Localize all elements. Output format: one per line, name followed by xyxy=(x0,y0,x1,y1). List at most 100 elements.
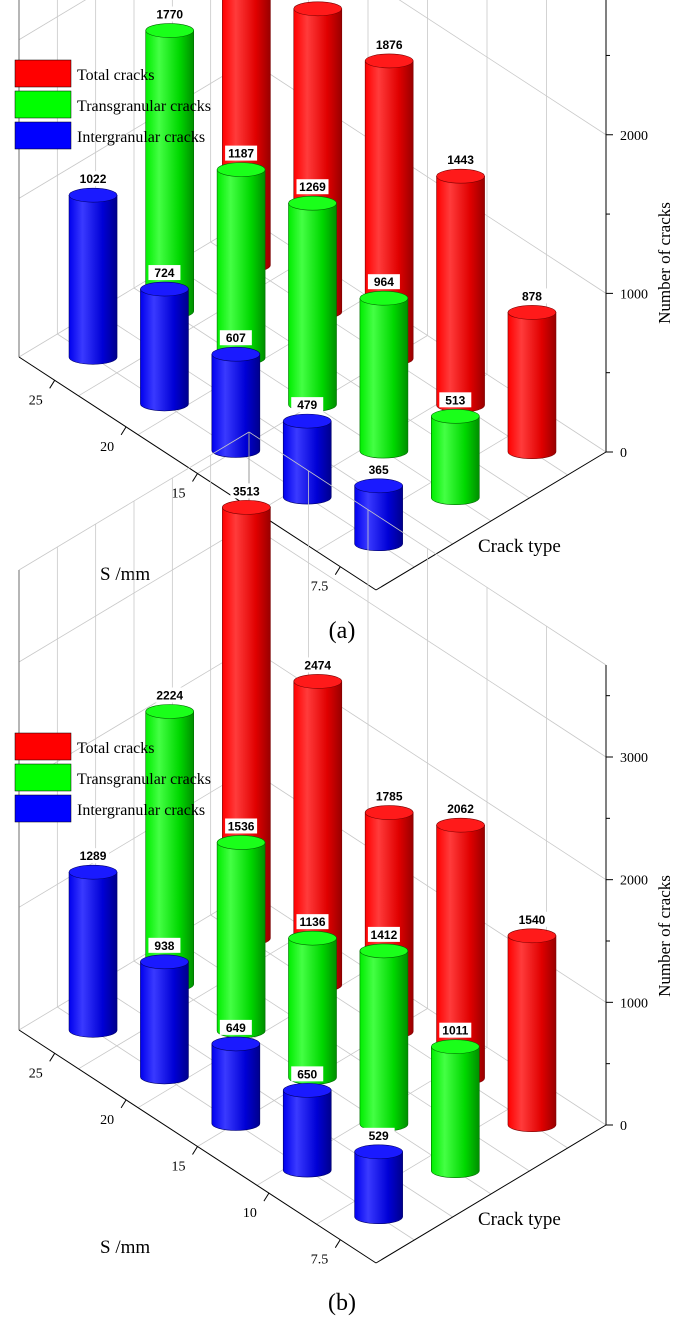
data-label-total: 878 xyxy=(522,289,542,303)
data-label-bg xyxy=(219,1019,252,1035)
bar-top-transgranular xyxy=(430,409,480,424)
gridline-z xyxy=(18,60,250,199)
bar-body-intergranular xyxy=(282,1090,332,1178)
data-label-transgranular: 1187 xyxy=(228,147,254,161)
data-label-bg xyxy=(373,788,406,804)
s-tick-label: 25 xyxy=(29,1066,43,1081)
frame-top-edge xyxy=(18,431,250,571)
bar-top-transgranular xyxy=(145,23,194,38)
data-label-intergranular: 650 xyxy=(297,1067,317,1081)
chart-a-x-axis-title: S /mm xyxy=(100,564,150,585)
chart-panel-a: 010002000252015107.5 2792191118761443878… xyxy=(14,0,674,644)
data-label-bg xyxy=(439,1022,472,1038)
bar-top-total xyxy=(293,1,343,17)
bar-body-intergranular xyxy=(211,1043,261,1131)
bar-transgranular-s7.5: 513 xyxy=(430,392,480,505)
data-label-bg xyxy=(515,911,548,927)
bar-transgranular-s25: 2224 xyxy=(145,687,194,992)
data-label-bg xyxy=(219,330,252,346)
bar-top-intergranular xyxy=(354,478,403,494)
bar-intergranular-s25: 1289 xyxy=(68,848,118,1038)
s-tick-label: 20 xyxy=(100,1113,114,1128)
bar-transgranular-s20: 1187 xyxy=(216,145,266,366)
chart-b-x-axis-title: S /mm xyxy=(100,1237,150,1258)
chart-b-panel-label: (b) xyxy=(328,1290,356,1316)
data-label-bg xyxy=(230,483,263,499)
bar-top-total xyxy=(364,53,414,69)
bar-top-intergranular xyxy=(68,864,118,880)
bar-top-intergranular xyxy=(68,187,118,203)
data-label-bg xyxy=(296,179,329,195)
gridline-z xyxy=(18,0,87,41)
s-tick xyxy=(120,1099,127,1109)
bar-top-transgranular xyxy=(288,195,337,211)
bar-body-transgranular xyxy=(288,202,337,412)
bar-top-transgranular xyxy=(216,835,266,850)
data-label-total: 1785 xyxy=(376,790,403,804)
bar-total-s10: 1443 xyxy=(436,152,485,413)
s-tick xyxy=(334,1239,341,1248)
bar-body-intergranular xyxy=(68,194,118,365)
data-label-bg xyxy=(367,274,400,290)
data-label-total: 2474 xyxy=(304,658,331,672)
legend-label-transgranular: Transgranular cracks xyxy=(77,771,211,788)
bar-top-intergranular xyxy=(211,1036,261,1052)
bar-body-intergranular xyxy=(68,871,118,1038)
bar-top-total xyxy=(364,805,414,820)
data-label-transgranular: 1770 xyxy=(156,8,183,22)
bar-transgranular-s10: 964 xyxy=(359,274,409,459)
s-tick-label: 15 xyxy=(172,487,186,502)
chart-a-z-axis-title: Number of cracks xyxy=(655,202,674,324)
gridline-z xyxy=(18,523,250,663)
bar-body-transgranular xyxy=(431,416,480,505)
gridline-z xyxy=(18,891,250,1031)
bar-top-intergranular xyxy=(140,954,189,970)
chart-b-axes: 0 1000 2000 3000 25 20 15 10 7.5 xyxy=(18,570,648,1268)
legend-swatch-transgranular xyxy=(14,90,72,119)
bar-body-total xyxy=(507,312,557,459)
bar-top-total xyxy=(436,168,485,184)
data-label-bg xyxy=(148,265,181,281)
s-tick xyxy=(263,1192,270,1202)
chart-a-panel-label: (a) xyxy=(329,618,356,644)
s-tick xyxy=(334,566,341,575)
s-tick xyxy=(120,426,127,436)
z-tick-label: 0 xyxy=(620,1119,627,1134)
data-label-transgranular: 964 xyxy=(374,275,394,289)
legend-label-transgranular: Transgranular cracks xyxy=(77,98,211,115)
s-tick-label: 15 xyxy=(172,1160,186,1175)
bar-total-s7.5: 1540 xyxy=(507,911,557,1132)
z-tick-label: 3000 xyxy=(620,751,648,766)
bar-transgranular-s15: 1136 xyxy=(288,914,337,1085)
data-label-transgranular: 1412 xyxy=(371,928,398,942)
data-label-bg xyxy=(301,657,334,673)
legend-label-intergranular: Intergranular cracks xyxy=(77,802,205,819)
data-label-transgranular: 1536 xyxy=(228,819,255,833)
data-label-bg xyxy=(367,926,400,942)
s-tick-label: 10 xyxy=(243,1206,257,1221)
data-label-total: 1876 xyxy=(376,38,403,52)
bar-intergranular-s20: 724 xyxy=(140,265,189,412)
data-label-intergranular: 938 xyxy=(154,939,174,953)
bar-body-total xyxy=(436,175,485,413)
bar-intergranular-s15: 607 xyxy=(211,330,261,458)
chart-b-y-axis-title: Crack type xyxy=(478,1209,561,1230)
bar-body-transgranular xyxy=(216,842,266,1039)
bar-top-total xyxy=(436,817,485,833)
bar-top-transgranular xyxy=(359,943,409,959)
chart-a-legend: Total cracks Transgranular cracks Interg… xyxy=(14,59,211,150)
bar-top-total xyxy=(293,674,343,689)
data-label-intergranular: 649 xyxy=(226,1021,246,1035)
legend-swatch-total xyxy=(14,59,72,88)
data-label-bg xyxy=(225,818,258,834)
bar-top-total xyxy=(507,305,557,320)
data-label-intergranular: 529 xyxy=(369,1129,389,1143)
z-tick-label: 2000 xyxy=(620,874,648,889)
chart-b-bars: 3513 2474 1785 2062 1540 2224 1536 1136 1412 1011… xyxy=(68,483,557,1224)
data-label-bg xyxy=(225,145,258,161)
bar-body-transgranular xyxy=(359,297,409,459)
legend-label-intergranular: Intergranular cracks xyxy=(77,129,205,146)
data-label-total: 3513 xyxy=(233,484,260,498)
data-label-bg xyxy=(153,687,186,703)
